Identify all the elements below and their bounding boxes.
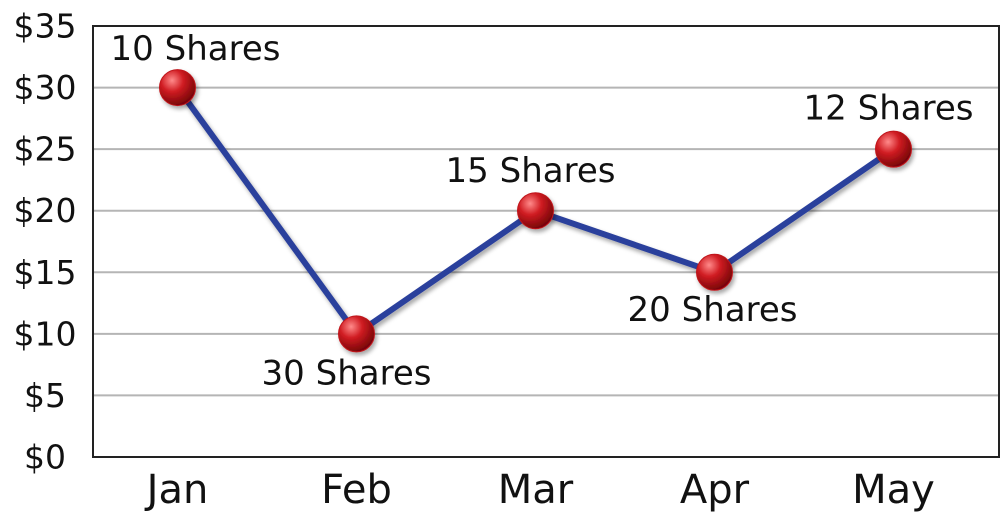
y-tick-label: $5 — [24, 376, 66, 415]
point — [159, 69, 196, 107]
point — [517, 192, 554, 230]
y-tick-label: $20 — [14, 191, 77, 230]
annotation: 20 Shares — [628, 290, 798, 330]
x-tick-label: Mar — [498, 467, 574, 513]
annotation: 15 Shares — [446, 151, 616, 191]
point — [696, 253, 733, 291]
annotation: 12 Shares — [804, 89, 974, 129]
annotation: 30 Shares — [262, 353, 432, 393]
x-tick-label: Jan — [144, 467, 209, 513]
y-tick-label: $15 — [14, 253, 77, 292]
marks — [159, 69, 912, 353]
x-tick-label: Apr — [680, 467, 750, 513]
y-tick-label: $25 — [14, 130, 77, 169]
y-tick-label: $10 — [14, 314, 77, 353]
point — [875, 130, 912, 168]
annotation: 10 Shares — [111, 29, 281, 69]
y-tick-label: $0 — [24, 438, 66, 477]
plot-frame — [92, 25, 1000, 458]
y-tick-label: $35 — [14, 7, 77, 46]
x-tick-label: May — [852, 467, 935, 513]
x-tick-label: Feb — [321, 467, 392, 513]
y-tick-label: $30 — [14, 68, 77, 107]
point — [338, 315, 375, 353]
